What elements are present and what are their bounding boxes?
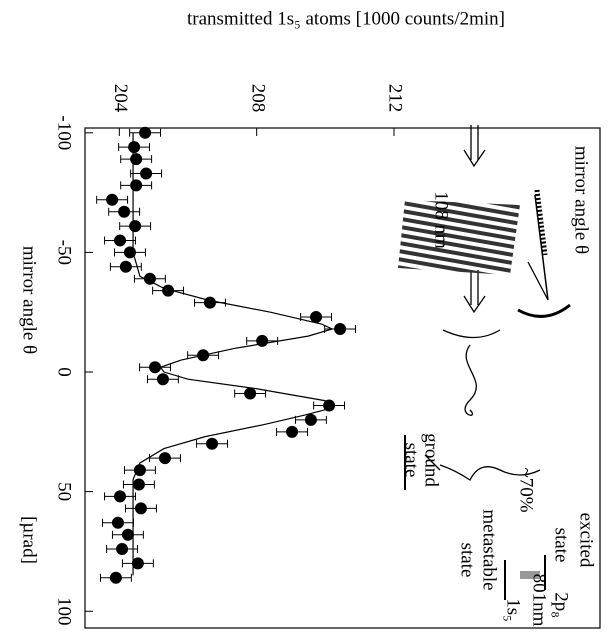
data-point: [109, 571, 122, 584]
data-point: [130, 153, 143, 166]
data-point: [132, 478, 145, 491]
data-point: [134, 502, 147, 515]
data-point: [140, 167, 153, 180]
annotation: state: [551, 528, 572, 563]
x-tick-label: -50: [54, 240, 75, 265]
data-point: [304, 413, 317, 426]
setup-diagram: [398, 125, 571, 600]
annotation: metastable: [479, 509, 500, 590]
plot-frame: [84, 127, 601, 629]
data-point: [158, 452, 171, 465]
data-point: [323, 399, 336, 412]
y-tick-label: 204: [110, 84, 131, 113]
y-tick-label: 208: [247, 84, 268, 113]
data-point: [133, 464, 146, 477]
data-point: [206, 437, 219, 450]
data-point: [114, 234, 127, 247]
annotation: 2p₈: [551, 592, 572, 618]
data-point: [130, 179, 143, 192]
data-point: [129, 220, 142, 233]
fit-curve: [132, 132, 334, 576]
data-point: [197, 349, 210, 362]
data-point: [121, 528, 134, 541]
data-point: [256, 334, 269, 347]
annotation: ground: [421, 433, 442, 487]
data-point: [310, 310, 323, 323]
annotation: ~70%: [516, 467, 537, 512]
data-point: [118, 205, 131, 218]
annotation: state: [457, 543, 478, 578]
data-point: [203, 296, 216, 309]
x-axis-unit: [µrad]: [19, 516, 40, 564]
data-point: [156, 373, 169, 386]
annotation: 801nm: [529, 574, 550, 627]
data-point: [128, 141, 141, 154]
data-point: [119, 260, 132, 273]
x-tick-label: 100: [54, 597, 75, 626]
data-point: [139, 126, 152, 139]
y-tick-label: 212: [385, 84, 406, 113]
x-axis-label: mirror angle θ: [19, 246, 40, 354]
data-point: [334, 322, 347, 335]
data-point: [286, 425, 299, 438]
data-point: [162, 284, 175, 297]
x-tick-label: 0: [54, 367, 75, 377]
annotation: 108 nm: [431, 191, 452, 249]
annotation: excited: [576, 513, 597, 568]
data-point: [114, 490, 127, 503]
annotation: mirror angle θ: [571, 146, 592, 254]
annotation: 1s₅: [503, 598, 524, 622]
data-point: [244, 387, 257, 400]
data-point: [123, 246, 136, 259]
data-point: [149, 361, 162, 374]
x-tick-label: -100: [54, 115, 75, 150]
data-point: [131, 557, 144, 570]
x-tick-label: 50: [54, 482, 75, 501]
data-point: [116, 543, 129, 556]
annotation: state: [401, 443, 422, 478]
data-point: [111, 516, 124, 529]
data-point: [143, 272, 156, 285]
chart-title: transmitted 1s₅ atoms [1000 counts/2min]: [187, 8, 505, 29]
data-point: [106, 193, 119, 206]
